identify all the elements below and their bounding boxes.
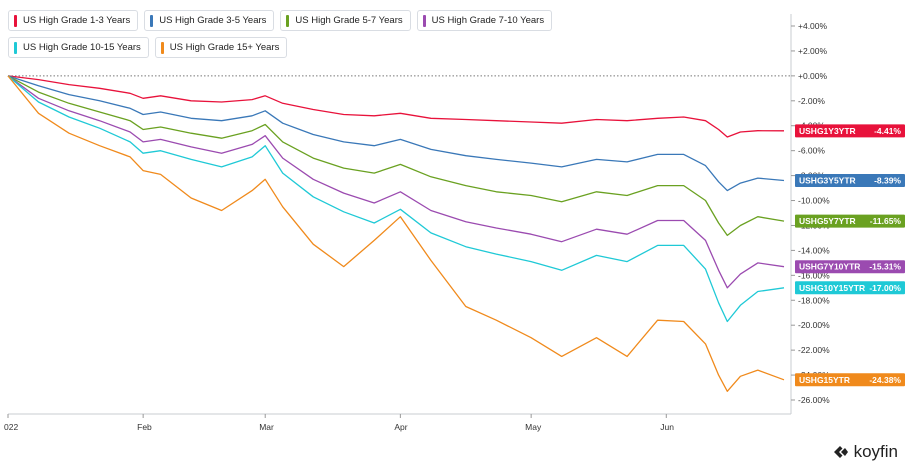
koyfin-logo: koyfin — [832, 442, 898, 462]
series-line-USHG3Y5YTR — [7, 75, 785, 192]
y-tick-label: -6.00% — [798, 146, 825, 156]
badge-ticker: USHG1Y3YTR — [799, 126, 856, 136]
badge-value: -8.39% — [874, 175, 901, 185]
y-tick-label: -22.00% — [798, 345, 830, 355]
badge-value: -24.38% — [869, 375, 901, 385]
legend-label: US High Grade 5-7 Years — [295, 15, 403, 26]
last-value-badge — [795, 373, 905, 387]
badge-ticker: USHG3Y5YTR — [799, 175, 856, 185]
y-tick-label: +0.00% — [798, 71, 828, 81]
series-line-USHG7Y10YTR — [7, 75, 785, 289]
badge-ticker: USHG15YTR — [799, 375, 850, 385]
last-value-badge — [795, 260, 905, 274]
x-tick-label: Apr — [394, 422, 407, 432]
legend-swatch — [160, 41, 164, 54]
y-tick-label: +2.00% — [798, 46, 828, 56]
legend-item-5-7y[interactable]: US High Grade 5-7 Years — [280, 10, 411, 31]
series-line-USHG1Y3YTR — [7, 75, 785, 138]
y-tick-label: +4.00% — [798, 21, 828, 31]
y-tick-label: -14.00% — [798, 245, 830, 255]
legend-item-7-10y[interactable]: US High Grade 7-10 Years — [416, 10, 553, 31]
x-tick-label: Feb — [137, 422, 152, 432]
badge-ticker: USHG10Y15YTR — [799, 283, 865, 293]
legend-item-10-15y[interactable]: US High Grade 10-15 Years — [8, 37, 149, 58]
y-tick-label: -10.00% — [798, 196, 830, 206]
y-tick-label: -2.00% — [798, 96, 825, 106]
x-tick-label: 022 — [4, 422, 18, 432]
y-tick-label: -20.00% — [798, 320, 830, 330]
badge-value: -17.00% — [869, 283, 901, 293]
series-line-USHG15YTR — [7, 75, 785, 392]
legend: US High Grade 1-3 Years US High Grade 3-… — [8, 10, 628, 58]
koyfin-logo-icon — [833, 446, 848, 458]
badge-ticker: USHG7Y10YTR — [799, 262, 860, 272]
legend-label: US High Grade 10-15 Years — [23, 42, 141, 53]
legend-swatch — [422, 14, 426, 27]
x-tick-label: May — [525, 422, 542, 432]
legend-swatch — [286, 14, 290, 27]
series-line-USHG10Y15YTR — [7, 75, 785, 323]
koyfin-logo-text: koyfin — [853, 442, 898, 461]
y-tick-label: -26.00% — [798, 395, 830, 405]
x-tick-label: Jun — [660, 422, 674, 432]
badge-value: -4.41% — [874, 126, 901, 136]
last-value-badge — [795, 124, 905, 138]
legend-item-3-5y[interactable]: US High Grade 3-5 Years — [144, 10, 275, 31]
legend-label: US High Grade 3-5 Years — [159, 15, 267, 26]
legend-swatch — [150, 14, 154, 27]
badge-value: -11.65% — [870, 216, 902, 226]
legend-label: US High Grade 15+ Years — [169, 42, 280, 53]
legend-item-1-3y[interactable]: US High Grade 1-3 Years — [8, 10, 139, 31]
legend-swatch — [14, 14, 17, 27]
last-value-badge — [795, 214, 905, 228]
last-value-badge — [795, 173, 905, 187]
y-tick-label: -16.00% — [798, 270, 830, 280]
badge-ticker: USHG5Y7YTR — [799, 216, 856, 226]
legend-label: US High Grade 1-3 Years — [23, 15, 131, 26]
series-line-USHG5Y7YTR — [7, 75, 785, 237]
legend-label: US High Grade 7-10 Years — [431, 15, 545, 26]
last-value-badge — [795, 281, 905, 295]
x-tick-label: Mar — [259, 422, 274, 432]
badge-value: -15.31% — [869, 262, 901, 272]
y-tick-label: -18.00% — [798, 295, 830, 305]
legend-item-15plus[interactable]: US High Grade 15+ Years — [154, 37, 288, 58]
legend-swatch — [14, 41, 17, 54]
